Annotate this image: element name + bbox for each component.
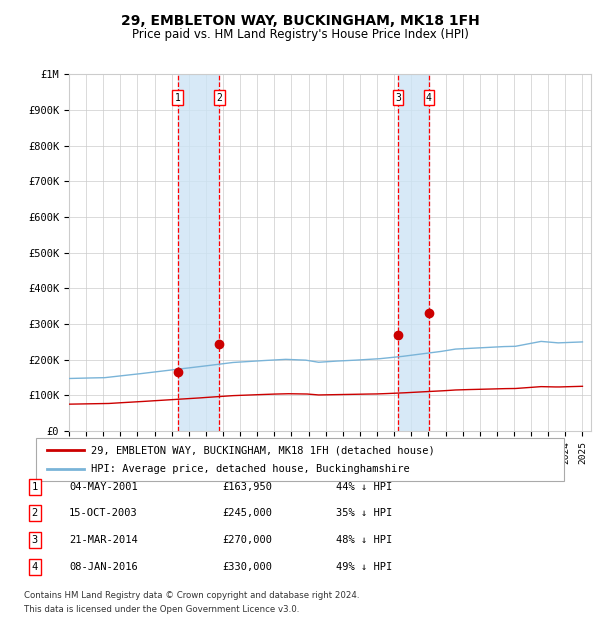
Text: 21-MAR-2014: 21-MAR-2014 [69, 535, 138, 545]
Text: 29, EMBLETON WAY, BUCKINGHAM, MK18 1FH (detached house): 29, EMBLETON WAY, BUCKINGHAM, MK18 1FH (… [91, 445, 435, 455]
Text: 2: 2 [217, 92, 223, 102]
Text: 04-MAY-2001: 04-MAY-2001 [69, 482, 138, 492]
Text: Contains HM Land Registry data © Crown copyright and database right 2024.: Contains HM Land Registry data © Crown c… [24, 591, 359, 600]
Bar [178, 74, 220, 431]
Text: 3: 3 [395, 92, 401, 102]
Text: 48% ↓ HPI: 48% ↓ HPI [336, 535, 392, 545]
Text: 4: 4 [32, 562, 38, 572]
FancyBboxPatch shape [36, 438, 564, 480]
Text: 35% ↓ HPI: 35% ↓ HPI [336, 508, 392, 518]
Bar [398, 74, 429, 431]
Text: 4: 4 [426, 92, 432, 102]
Text: 1: 1 [32, 482, 38, 492]
Text: 44% ↓ HPI: 44% ↓ HPI [336, 482, 392, 492]
Text: 08-JAN-2016: 08-JAN-2016 [69, 562, 138, 572]
Text: 1: 1 [175, 92, 181, 102]
Text: 3: 3 [32, 535, 38, 545]
Text: £330,000: £330,000 [222, 562, 272, 572]
Text: Price paid vs. HM Land Registry's House Price Index (HPI): Price paid vs. HM Land Registry's House … [131, 28, 469, 41]
Text: £163,950: £163,950 [222, 482, 272, 492]
Text: HPI: Average price, detached house, Buckinghamshire: HPI: Average price, detached house, Buck… [91, 464, 410, 474]
Text: 49% ↓ HPI: 49% ↓ HPI [336, 562, 392, 572]
Text: £270,000: £270,000 [222, 535, 272, 545]
Text: 2: 2 [32, 508, 38, 518]
Text: This data is licensed under the Open Government Licence v3.0.: This data is licensed under the Open Gov… [24, 604, 299, 614]
Text: 29, EMBLETON WAY, BUCKINGHAM, MK18 1FH: 29, EMBLETON WAY, BUCKINGHAM, MK18 1FH [121, 14, 479, 28]
Text: 15-OCT-2003: 15-OCT-2003 [69, 508, 138, 518]
Text: £245,000: £245,000 [222, 508, 272, 518]
